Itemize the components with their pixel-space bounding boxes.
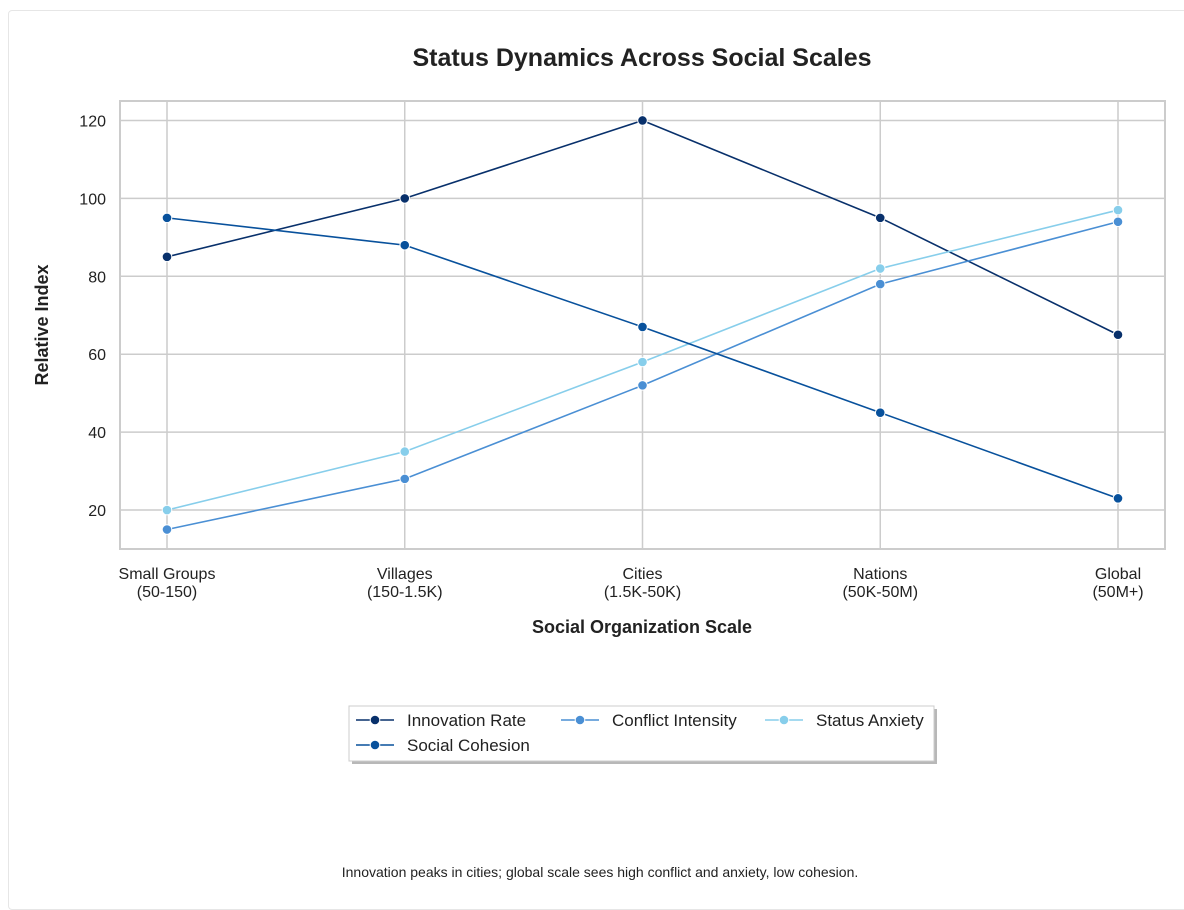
series-social-cohesion bbox=[161, 212, 1124, 504]
chart-title: Status Dynamics Across Social Scales bbox=[412, 44, 871, 72]
data-point bbox=[874, 407, 886, 418]
data-point bbox=[399, 446, 411, 457]
legend-item: Conflict Intensity bbox=[561, 711, 737, 730]
x-tick-label: Small Groups (50-150) bbox=[119, 566, 216, 601]
legend-label: Status Anxiety bbox=[816, 711, 924, 730]
data-point bbox=[161, 212, 173, 224]
data-point bbox=[874, 212, 886, 224]
data-point bbox=[161, 524, 173, 535]
data-point bbox=[874, 278, 886, 290]
y-tick-label: 60 bbox=[88, 347, 106, 364]
y-tick-label: 100 bbox=[79, 191, 106, 208]
y-axis-label: Relative Index bbox=[32, 264, 52, 385]
data-point bbox=[161, 251, 173, 263]
data-point bbox=[637, 356, 648, 368]
data-point bbox=[637, 321, 648, 333]
data-point bbox=[637, 380, 648, 391]
data-point bbox=[1112, 493, 1124, 504]
legend-item: Social Cohesion bbox=[356, 736, 530, 755]
series-conflict-intensity bbox=[161, 216, 1124, 535]
data-point bbox=[399, 239, 411, 251]
x-axis-ticks: Small Groups (50-150) Villages (150-1.5K) Ci… bbox=[119, 566, 1144, 601]
y-tick-label: 120 bbox=[79, 113, 106, 130]
series-status-anxiety bbox=[161, 204, 1124, 516]
y-axis-ticks: 20 40 60 80 100 120 bbox=[79, 113, 106, 520]
data-point bbox=[637, 115, 648, 126]
x-tick-label: Global (50M+) bbox=[1092, 566, 1143, 601]
legend-swatch-marker bbox=[369, 739, 381, 751]
legend-label: Conflict Intensity bbox=[612, 711, 737, 730]
data-point bbox=[161, 504, 173, 516]
series-lines bbox=[161, 115, 1124, 535]
data-point bbox=[399, 193, 411, 204]
series-innovation-rate bbox=[161, 115, 1124, 341]
chart-annotation: Innovation peaks in cities; global scale… bbox=[342, 864, 859, 880]
x-axis-label: Social Organization Scale bbox=[532, 617, 752, 637]
legend-item: Status Anxiety bbox=[765, 711, 924, 730]
y-tick-label: 40 bbox=[88, 425, 106, 442]
data-point bbox=[1112, 204, 1124, 216]
data-point bbox=[399, 473, 411, 485]
legend-swatch-marker bbox=[574, 714, 586, 726]
legend-box bbox=[348, 705, 935, 762]
legend-label: Social Cohesion bbox=[407, 736, 530, 755]
legend: Innovation Rate Conflict Intensity Status … bbox=[348, 705, 937, 764]
y-tick-label: 20 bbox=[88, 503, 106, 520]
x-tick-label: Villages (150-1.5K) bbox=[367, 566, 443, 601]
legend-item: Innovation Rate bbox=[356, 711, 526, 730]
x-tick-label: Nations (50K-50M) bbox=[842, 566, 918, 601]
data-point bbox=[1112, 216, 1124, 228]
plot-area-border bbox=[119, 100, 1166, 550]
y-tick-label: 80 bbox=[88, 269, 106, 286]
data-point bbox=[1112, 329, 1124, 341]
data-point bbox=[874, 263, 886, 274]
legend-swatch-marker bbox=[369, 714, 381, 726]
x-tick-label: Cities (1.5K-50K) bbox=[604, 566, 681, 601]
legend-label: Innovation Rate bbox=[407, 711, 526, 730]
legend-swatch-marker bbox=[778, 714, 790, 726]
